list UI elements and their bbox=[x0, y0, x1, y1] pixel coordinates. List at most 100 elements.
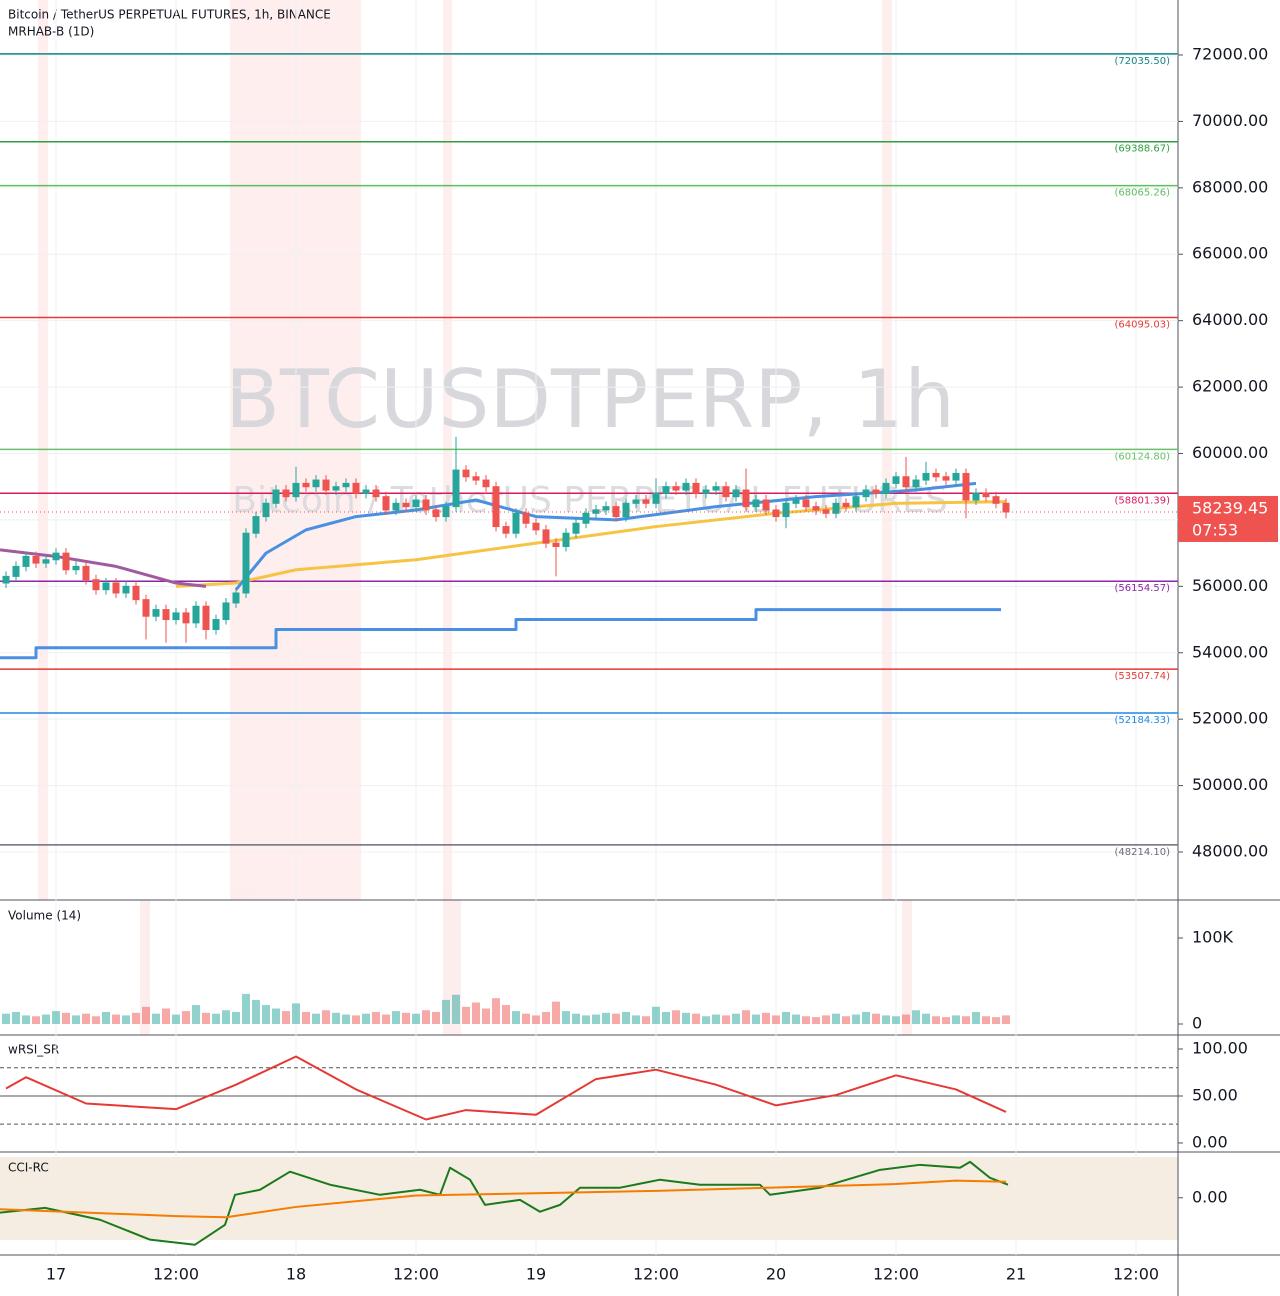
level-label: (53507.74) bbox=[1114, 671, 1170, 682]
volume-bar bbox=[242, 993, 250, 1024]
candle-body bbox=[192, 605, 200, 624]
candle-body bbox=[362, 489, 370, 494]
candle-body bbox=[862, 489, 870, 498]
candle-body bbox=[42, 559, 50, 564]
watermark: BTCUSDTPERP, 1h bbox=[225, 353, 955, 446]
candle-body bbox=[212, 619, 220, 631]
candle-body bbox=[312, 479, 320, 488]
volume-bar bbox=[542, 1011, 550, 1024]
candle-body bbox=[812, 506, 820, 511]
volume-bar bbox=[442, 999, 450, 1024]
volume-bar bbox=[302, 1011, 310, 1024]
candle-body bbox=[262, 502, 270, 518]
candle-body bbox=[672, 486, 680, 491]
y-tick-label: 0.00 bbox=[1192, 1132, 1228, 1151]
candle-body bbox=[722, 486, 730, 498]
indicator-line bbox=[0, 1179, 1007, 1219]
volume-bar bbox=[982, 1016, 990, 1024]
volume-bar bbox=[862, 1011, 870, 1024]
volume-bar bbox=[122, 1015, 130, 1024]
level-label: (69388.67) bbox=[1114, 144, 1170, 155]
volume-bar bbox=[182, 1011, 190, 1024]
volume-bar bbox=[292, 1003, 300, 1024]
volume-bar bbox=[192, 1005, 200, 1024]
candle-body bbox=[992, 496, 1000, 504]
volume-bar bbox=[152, 1013, 160, 1024]
volume-bar bbox=[632, 1015, 640, 1024]
candle-body bbox=[642, 499, 650, 504]
overlay-line bbox=[234, 481, 977, 591]
volume-bar bbox=[922, 1013, 930, 1024]
volume-bar bbox=[312, 1013, 320, 1024]
cci-band bbox=[0, 1157, 1178, 1240]
volume-bar bbox=[532, 1015, 540, 1024]
volume-bar bbox=[112, 1014, 120, 1024]
candle-body bbox=[552, 542, 560, 547]
volume-bar bbox=[82, 1013, 90, 1024]
volume-bar bbox=[1002, 1015, 1010, 1024]
overlay-line bbox=[0, 548, 207, 588]
candle-body bbox=[12, 565, 20, 577]
candle-body bbox=[292, 482, 300, 498]
candle-body bbox=[972, 492, 980, 501]
candle-body bbox=[282, 489, 290, 498]
volume-bar bbox=[472, 1002, 480, 1024]
candle-body bbox=[242, 532, 250, 594]
volume-bar bbox=[582, 1015, 590, 1024]
volume-bar bbox=[222, 1010, 230, 1024]
overlay-line bbox=[0, 608, 1001, 660]
volume-bar bbox=[902, 1014, 910, 1024]
panel-title: Volume (14) bbox=[8, 909, 81, 923]
candle-body bbox=[522, 512, 530, 524]
volume-bar bbox=[502, 1005, 510, 1024]
volume-bar bbox=[412, 1013, 420, 1024]
candle-body bbox=[752, 499, 760, 508]
volume-bar bbox=[772, 1015, 780, 1024]
volume-bar bbox=[32, 1016, 40, 1024]
candle-body bbox=[1002, 502, 1010, 513]
candle-body bbox=[402, 502, 410, 508]
volume-bar bbox=[882, 1015, 890, 1024]
candle-body bbox=[332, 486, 340, 491]
y-tick-label: 0.00 bbox=[1192, 1187, 1228, 1206]
x-tick-label: 12:00 bbox=[153, 1265, 199, 1284]
volume-bar bbox=[892, 1016, 900, 1024]
y-tick-label: 72000.00 bbox=[1192, 44, 1268, 63]
candle-body bbox=[532, 522, 540, 531]
volume-bar bbox=[572, 1013, 580, 1024]
x-tick-label: 19 bbox=[526, 1265, 546, 1284]
volume-bar bbox=[522, 1013, 530, 1024]
volume-bar bbox=[352, 1015, 360, 1024]
candle-body bbox=[662, 486, 670, 494]
candle-body bbox=[872, 489, 880, 494]
candle-body bbox=[692, 482, 700, 494]
volume-bar bbox=[72, 1015, 80, 1024]
candle-body bbox=[462, 469, 470, 478]
x-tick-label: 17 bbox=[46, 1265, 66, 1284]
candle-body bbox=[202, 605, 210, 631]
volume-bar bbox=[452, 994, 460, 1024]
volume-bar bbox=[752, 1014, 760, 1024]
last-price-label: 58239.45 bbox=[1192, 498, 1268, 517]
panel-title: CCI-RC bbox=[8, 1161, 49, 1175]
volume-bar bbox=[282, 1011, 290, 1024]
candle-body bbox=[922, 472, 930, 481]
candle-body bbox=[712, 486, 720, 491]
panel-title: wRSI_SR bbox=[8, 1043, 59, 1057]
volume-bar bbox=[672, 1010, 680, 1024]
candle-body bbox=[932, 472, 940, 478]
highlight bbox=[902, 900, 912, 1035]
candle-body bbox=[22, 555, 30, 567]
candle-body bbox=[802, 499, 810, 508]
candle-body bbox=[132, 585, 140, 601]
volume-bar bbox=[972, 1011, 980, 1024]
volume-bar bbox=[662, 1011, 670, 1024]
candle-body bbox=[572, 522, 580, 534]
candle-body bbox=[792, 499, 800, 504]
volume-bar bbox=[42, 1014, 50, 1024]
x-tick-label: 12:00 bbox=[393, 1265, 439, 1284]
y-tick-label: 50.00 bbox=[1192, 1085, 1238, 1104]
volume-bar bbox=[762, 1012, 770, 1024]
candle-body bbox=[882, 482, 890, 494]
